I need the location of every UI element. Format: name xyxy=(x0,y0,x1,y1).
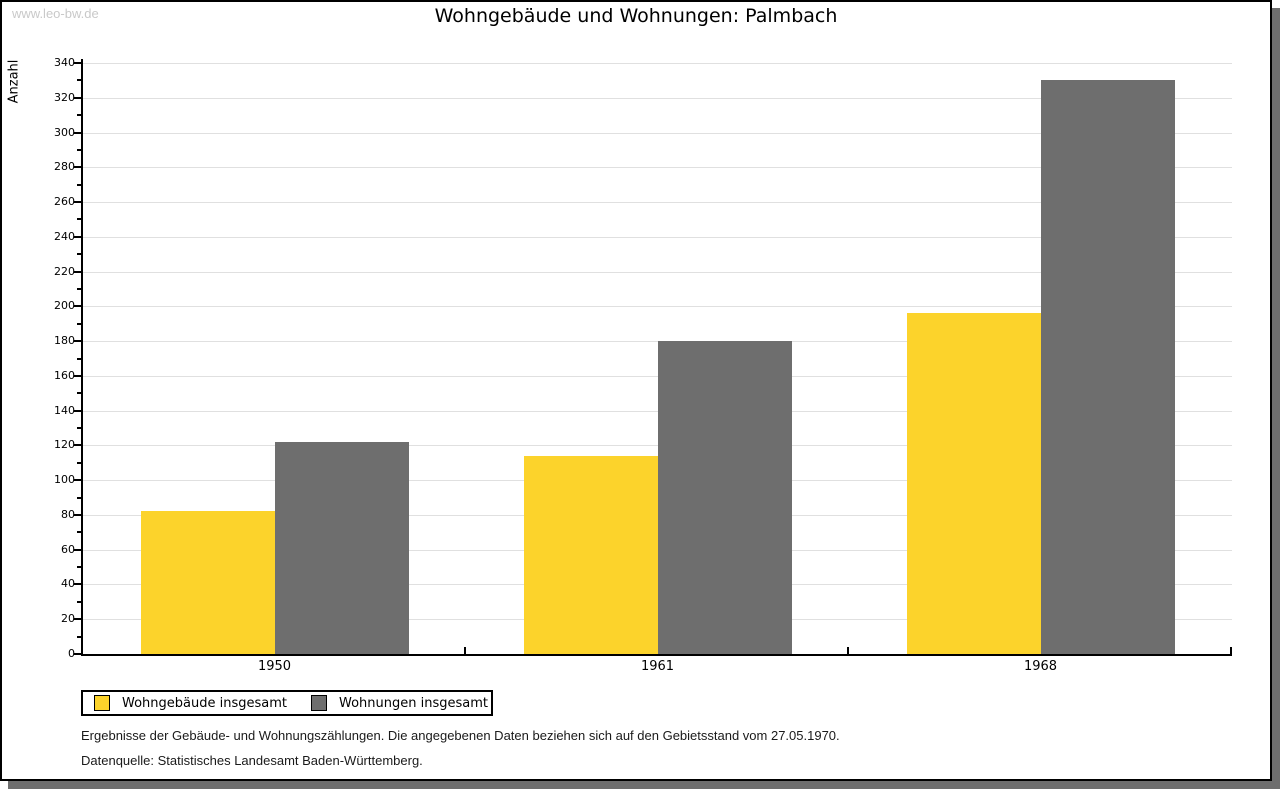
gridline-300 xyxy=(83,132,1232,134)
y-tick-label-140: 140 xyxy=(54,403,75,417)
y-tick-label-280: 280 xyxy=(54,160,75,174)
bar-chart-plot-area: 1950 1961 1968 0 20 40 60 80 100 120 140 160 180 200 2… xyxy=(2,2,1270,779)
y-tick-label-100: 100 xyxy=(54,473,75,487)
y-tick-label-40: 40 xyxy=(61,577,75,591)
y-tick-label-200: 200 xyxy=(54,299,75,313)
legend-swatch-1 xyxy=(311,695,327,711)
y-tick-30 xyxy=(77,600,81,603)
y-tick-230 xyxy=(77,253,81,256)
bar-1968-series-1 xyxy=(1040,80,1175,654)
x-category-label-1961: 1961 xyxy=(640,659,675,674)
y-tick-label-340: 340 xyxy=(54,56,75,69)
y-tick-20 xyxy=(74,618,81,621)
y-tick-label-180: 180 xyxy=(54,334,75,348)
gridline-220 xyxy=(83,271,1232,273)
gridline-260 xyxy=(83,202,1232,204)
y-tick-290 xyxy=(77,148,81,151)
y-tick-310 xyxy=(77,114,81,117)
y-tick-130 xyxy=(77,427,81,430)
y-tick-label-320: 320 xyxy=(54,90,75,104)
gridline-340 xyxy=(83,63,1232,64)
y-tick-180 xyxy=(74,340,81,343)
y-tick-label-260: 260 xyxy=(54,195,75,209)
y-tick-label-60: 60 xyxy=(61,542,75,556)
y-tick-190 xyxy=(77,322,81,325)
footnote-source-note: Ergebnisse der Gebäude- und Wohnungszähl… xyxy=(81,728,840,743)
x-boundary-tick-3 xyxy=(1230,647,1232,654)
watermark: www.leo-bw.de xyxy=(12,6,99,21)
y-tick-80 xyxy=(74,513,81,516)
bar-1968-series-0 xyxy=(906,313,1041,654)
legend: Wohngebäude insgesamt Wohnungen insgesamt xyxy=(81,690,493,716)
y-tick-340 xyxy=(74,62,81,64)
y-tick-label-20: 20 xyxy=(61,612,75,626)
y-tick-110 xyxy=(77,461,81,464)
x-axis-line xyxy=(81,654,1232,656)
y-tick-label-80: 80 xyxy=(61,507,75,521)
bar-1950-series-0 xyxy=(140,511,275,654)
y-tick-200 xyxy=(74,305,81,308)
y-tick-60 xyxy=(74,548,81,551)
y-axis-line xyxy=(81,59,83,656)
y-tick-label-160: 160 xyxy=(54,368,75,382)
y-tick-160 xyxy=(74,374,81,377)
y-tick-280 xyxy=(74,166,81,169)
y-tick-270 xyxy=(77,183,81,186)
legend-swatch-0 xyxy=(94,695,110,711)
bar-1961-series-0 xyxy=(523,455,658,654)
y-tick-170 xyxy=(77,357,81,360)
y-tick-220 xyxy=(74,270,81,273)
y-tick-300 xyxy=(74,131,81,134)
y-tick-240 xyxy=(74,235,81,238)
y-tick-150 xyxy=(77,392,81,395)
y-tick-10 xyxy=(77,635,81,638)
gridline-240 xyxy=(83,236,1232,238)
y-tick-210 xyxy=(77,287,81,290)
y-tick-label-240: 240 xyxy=(54,229,75,243)
bar-1950-series-1 xyxy=(274,441,409,654)
bar-1961-series-1 xyxy=(657,341,792,654)
x-category-label-1968: 1968 xyxy=(1023,659,1058,674)
y-tick-50 xyxy=(77,566,81,569)
legend-label-1: Wohnungen insgesamt xyxy=(339,695,488,711)
footnote-data-source: Datenquelle: Statistisches Landesamt Bad… xyxy=(81,753,423,768)
y-tick-120 xyxy=(74,444,81,447)
y-tick-label-300: 300 xyxy=(54,125,75,139)
x-boundary-tick-1 xyxy=(464,647,466,654)
y-tick-40 xyxy=(74,583,81,586)
y-tick-label-120: 120 xyxy=(54,438,75,452)
chart-title: Wohngebäude und Wohnungen: Palmbach xyxy=(434,5,838,27)
y-tick-320 xyxy=(74,96,81,99)
gridline-200 xyxy=(83,306,1232,308)
y-tick-0 xyxy=(74,653,81,655)
y-tick-140 xyxy=(74,409,81,412)
y-tick-90 xyxy=(77,496,81,499)
gridline-280 xyxy=(83,167,1232,169)
y-tick-250 xyxy=(77,218,81,221)
legend-label-0: Wohngebäude insgesamt xyxy=(122,695,287,711)
y-tick-100 xyxy=(74,479,81,482)
y-tick-label-220: 220 xyxy=(54,264,75,278)
y-tick-260 xyxy=(74,201,81,204)
x-boundary-tick-2 xyxy=(847,647,849,654)
y-tick-70 xyxy=(77,531,81,534)
gridline-320 xyxy=(83,97,1232,99)
x-category-label-1950: 1950 xyxy=(257,659,292,674)
y-tick-label-0: 0 xyxy=(68,647,75,660)
y-tick-330 xyxy=(77,79,81,82)
